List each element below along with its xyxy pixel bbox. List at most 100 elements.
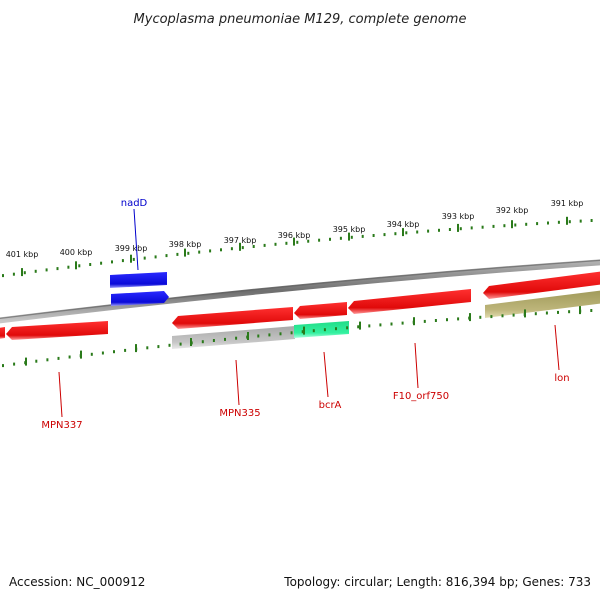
outer-tick-minor: [2, 274, 4, 278]
outer-tick-minor: [372, 234, 375, 237]
leader-MPN337: [58, 371, 63, 418]
outer-tick-minor: [481, 225, 484, 229]
tick-label-398: 398 kbp: [169, 240, 202, 249]
inner-tick-minor: [124, 348, 127, 352]
inner-tick-minor: [2, 364, 4, 368]
outer-tick-minor: [154, 255, 157, 259]
inner-tick-minor: [257, 334, 260, 338]
outer-tick-minor: [470, 226, 473, 230]
outer-tick-minor: [263, 243, 266, 247]
outer-tick-minor: [329, 237, 331, 241]
outer-tick-track: [2, 216, 593, 278]
inner-tick-minor: [357, 325, 360, 329]
outer-tick-minor: [274, 242, 277, 246]
gene-label-lon[interactable]: lon: [554, 373, 569, 384]
outer-tick-minor: [111, 260, 113, 264]
inner-tick-minor: [179, 342, 182, 346]
outer-tick-minor: [34, 269, 37, 273]
gene-arrow-nadD-a[interactable]: [110, 272, 167, 288]
outer-tick-minor: [557, 220, 560, 224]
outer-tick-minor: [252, 245, 255, 248]
inner-tick-minor: [301, 330, 304, 334]
genome-backbone: [0, 259, 600, 324]
tick-label-397: 397 kbp: [224, 236, 257, 245]
outer-tick-major: [239, 242, 241, 251]
outer-tick-minor: [296, 240, 299, 244]
outer-tick-minor: [67, 265, 70, 269]
inner-tick-major: [25, 357, 27, 366]
outer-tick-minor: [536, 222, 539, 226]
leader-MPN335: [235, 359, 240, 406]
inner-tick-minor: [90, 352, 93, 356]
inner-tick-minor: [534, 312, 537, 316]
inner-tick-major: [359, 321, 361, 330]
map-title: Mycoplasma pneumoniae M129, complete gen…: [134, 12, 467, 27]
inner-tick-minor: [423, 319, 426, 323]
gene-arrow-F10_orf750[interactable]: [348, 289, 471, 314]
gene-arrow-MPN335-grey[interactable]: [172, 326, 295, 349]
outer-tick-major: [566, 216, 568, 225]
outer-tick-minor: [45, 268, 48, 272]
outer-tick-major: [21, 268, 23, 277]
outer-tick-minor: [525, 222, 528, 226]
inner-tick-minor: [113, 350, 115, 354]
leader-lon: [554, 324, 560, 371]
outer-tick-minor: [241, 246, 244, 250]
inner-tick-minor: [268, 333, 271, 337]
outer-tick-minor: [56, 267, 59, 271]
outer-tick-minor: [89, 263, 92, 266]
gene-label-MPN335[interactable]: MPN335: [219, 408, 260, 419]
outer-tick-minor: [285, 241, 288, 245]
leader-F10_orf750: [414, 342, 419, 389]
gene-arrow-bcrA[interactable]: [294, 321, 349, 338]
inner-tick-minor: [224, 337, 226, 341]
outer-tick-minor: [547, 221, 549, 225]
leader-nadD: [133, 208, 139, 271]
tick-label-394: 394 kbp: [387, 220, 420, 229]
inner-tick-minor: [323, 328, 326, 332]
outer-tick-major: [293, 237, 295, 246]
tick-label-395: 395 kbp: [333, 225, 366, 234]
inner-tick-minor: [545, 311, 548, 315]
outer-tick-minor: [23, 271, 26, 275]
inner-tick-minor: [490, 315, 493, 319]
gene-label-nadD[interactable]: nadD: [121, 198, 148, 209]
inner-tick-minor: [35, 359, 38, 363]
outer-tick-minor: [590, 219, 593, 222]
inner-tick-major: [579, 306, 581, 315]
gene-label-bcrA[interactable]: bcrA: [319, 400, 342, 411]
tick-label-391: 391 kbp: [551, 199, 584, 208]
tick-label-400: 400 kbp: [60, 248, 93, 257]
outer-tick-minor: [405, 231, 408, 235]
gene-arrow-MPN337[interactable]: [6, 321, 108, 340]
gene-arrow-left-edge[interactable]: [0, 327, 5, 339]
inner-tick-minor: [279, 332, 282, 336]
inner-tick-minor: [346, 326, 349, 330]
gene-label-MPN337[interactable]: MPN337: [41, 420, 82, 431]
outer-tick-minor: [503, 224, 506, 228]
gene-arrow-nadD-b[interactable]: [111, 291, 169, 306]
inner-tick-minor: [401, 321, 404, 325]
inner-tick-minor: [146, 346, 149, 350]
inner-tick-major: [469, 313, 471, 322]
inner-tick-minor: [68, 355, 71, 359]
inner-tick-major: [190, 338, 192, 346]
gene-arrow-MPN335[interactable]: [172, 307, 293, 329]
inner-tick-minor: [590, 309, 593, 312]
inner-tick-minor: [379, 323, 382, 327]
outer-tick-minor: [230, 247, 233, 251]
outer-tick-minor: [350, 235, 353, 239]
inner-tick-major: [524, 309, 526, 318]
outer-tick-minor: [165, 254, 168, 258]
gene-arrow-lon[interactable]: [483, 271, 600, 299]
gene-arrow-lon-olive[interactable]: [485, 290, 600, 318]
inner-tick-major: [247, 332, 249, 340]
gene-leader-lines: [58, 208, 560, 418]
gene-arrow-bcrA-red[interactable]: [294, 302, 347, 319]
forward-strand-genes: [110, 272, 169, 306]
gene-label-F10_orf750[interactable]: F10_orf750: [393, 391, 449, 402]
inner-tick-minor: [390, 322, 393, 326]
outer-tick-major: [457, 223, 459, 232]
inner-tick-minor: [157, 345, 160, 349]
